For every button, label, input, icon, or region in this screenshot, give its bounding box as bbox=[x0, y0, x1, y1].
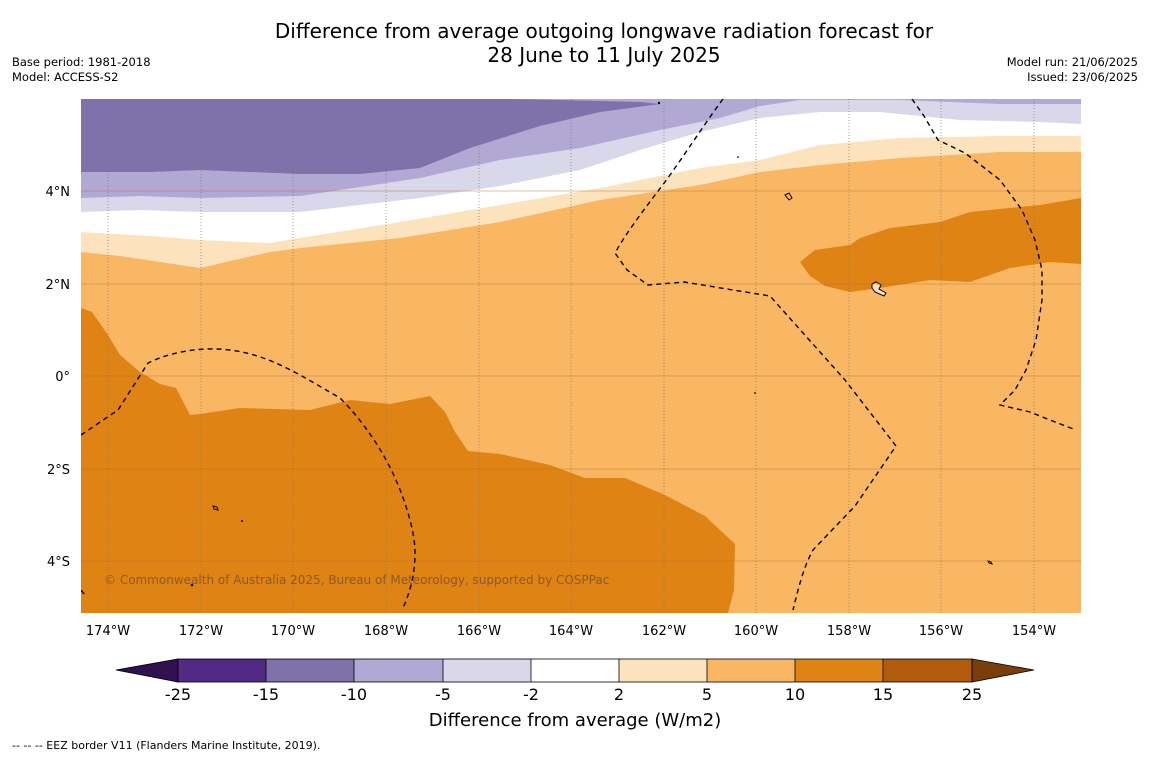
lat-label: 2°N bbox=[46, 278, 71, 293]
colorbar-dividers bbox=[265, 659, 884, 682]
colorbar-tick-label: 2 bbox=[614, 685, 624, 704]
island-outline bbox=[784, 192, 793, 201]
lon-label: 160°W bbox=[734, 624, 778, 639]
lat-label: 4°S bbox=[47, 555, 70, 570]
issued-text: Issued: 23/06/2025 bbox=[1027, 70, 1138, 84]
colorbar-under-arrow bbox=[115, 658, 179, 683]
colorbar-segment bbox=[795, 659, 883, 682]
island-dot bbox=[754, 392, 756, 394]
lon-label: 158°W bbox=[827, 624, 871, 639]
colorbar-tick-label: 15 bbox=[873, 685, 893, 704]
lon-label: 172°W bbox=[179, 624, 223, 639]
lat-label: 4°N bbox=[46, 185, 71, 200]
colorbar-title: Difference from average (W/m2) bbox=[429, 710, 721, 731]
latitude-gridlines bbox=[81, 190, 1081, 562]
island-outline bbox=[212, 505, 219, 511]
island-dot bbox=[241, 520, 243, 522]
metadata-right: Model run: 21/06/2025 Issued: 23/06/2025 bbox=[1007, 55, 1138, 85]
colorbar-tick-label: -10 bbox=[341, 685, 367, 704]
colorbar-tick-label: -15 bbox=[253, 685, 279, 704]
colorbar: -25 -15 -10 -5 -2 2 5 10 15 25 Differenc… bbox=[115, 658, 1035, 731]
colorbar-tick-label: -5 bbox=[435, 685, 451, 704]
copyright-text: © Commonwealth of Australia 2025, Bureau… bbox=[104, 573, 609, 587]
colorbar-segment bbox=[619, 659, 707, 682]
island-dot bbox=[190, 583, 194, 587]
colorbar-segment bbox=[178, 659, 266, 682]
title-line-2: 28 June to 11 July 2025 bbox=[487, 43, 721, 67]
longitude-labels: 174°W 172°W 170°W 168°W 166°W 164°W 162°… bbox=[86, 624, 1056, 639]
model-run-text: Model run: 21/06/2025 bbox=[1006, 55, 1138, 69]
colorbar-outline bbox=[177, 658, 973, 683]
lon-label: 168°W bbox=[364, 624, 408, 639]
colorbar-over-arrow bbox=[971, 658, 1035, 683]
lat-label: 0° bbox=[55, 370, 70, 385]
map-plot-area bbox=[81, 99, 1081, 613]
lon-label: 166°W bbox=[457, 624, 501, 639]
colorbar-tick-label: 25 bbox=[962, 685, 982, 704]
island-outline bbox=[987, 560, 993, 565]
colorbar-tick-label: -2 bbox=[523, 685, 539, 704]
anomaly-fill-10-15-southwest bbox=[81, 308, 735, 613]
colorbar-segment bbox=[531, 659, 619, 682]
base-period-text: Base period: 1981-2018 bbox=[12, 55, 151, 69]
colorbar-segment bbox=[443, 659, 531, 682]
lat-label: 2°S bbox=[47, 463, 70, 478]
colorbar-tick-label: 5 bbox=[702, 685, 712, 704]
island-outline bbox=[871, 281, 887, 297]
eez-borders bbox=[81, 99, 1077, 611]
colorbar-segment bbox=[883, 659, 972, 682]
island-dot bbox=[737, 156, 739, 158]
island-dot bbox=[657, 101, 661, 105]
anomaly-fill-minus15-minus10 bbox=[81, 99, 660, 174]
model-text: Model: ACCESS-S2 bbox=[12, 70, 119, 84]
anomaly-fill-10-15-northeast bbox=[800, 198, 1081, 292]
colorbar-segment bbox=[266, 659, 354, 682]
lon-label: 156°W bbox=[919, 624, 963, 639]
lon-label: 174°W bbox=[86, 624, 130, 639]
colorbar-segment bbox=[354, 659, 443, 682]
lon-label: 154°W bbox=[1012, 624, 1056, 639]
lon-label: 162°W bbox=[642, 624, 686, 639]
eez-legend-footer: -- -- -- EEZ border V11 (Flanders Marine… bbox=[12, 739, 321, 752]
title-line-1: Difference from average outgoing longwav… bbox=[274, 19, 934, 43]
colorbar-tick-label: 10 bbox=[785, 685, 805, 704]
colorbar-tick-label: -25 bbox=[165, 685, 191, 704]
colorbar-segment bbox=[707, 659, 795, 682]
page-title: Difference from average outgoing longwav… bbox=[150, 19, 1058, 67]
latitude-labels: 4°N 2°N 0° 2°S 4°S bbox=[46, 185, 71, 570]
metadata-left: Base period: 1981-2018 Model: ACCESS-S2 bbox=[12, 55, 151, 85]
lon-label: 170°W bbox=[271, 624, 315, 639]
lon-label: 164°W bbox=[549, 624, 593, 639]
